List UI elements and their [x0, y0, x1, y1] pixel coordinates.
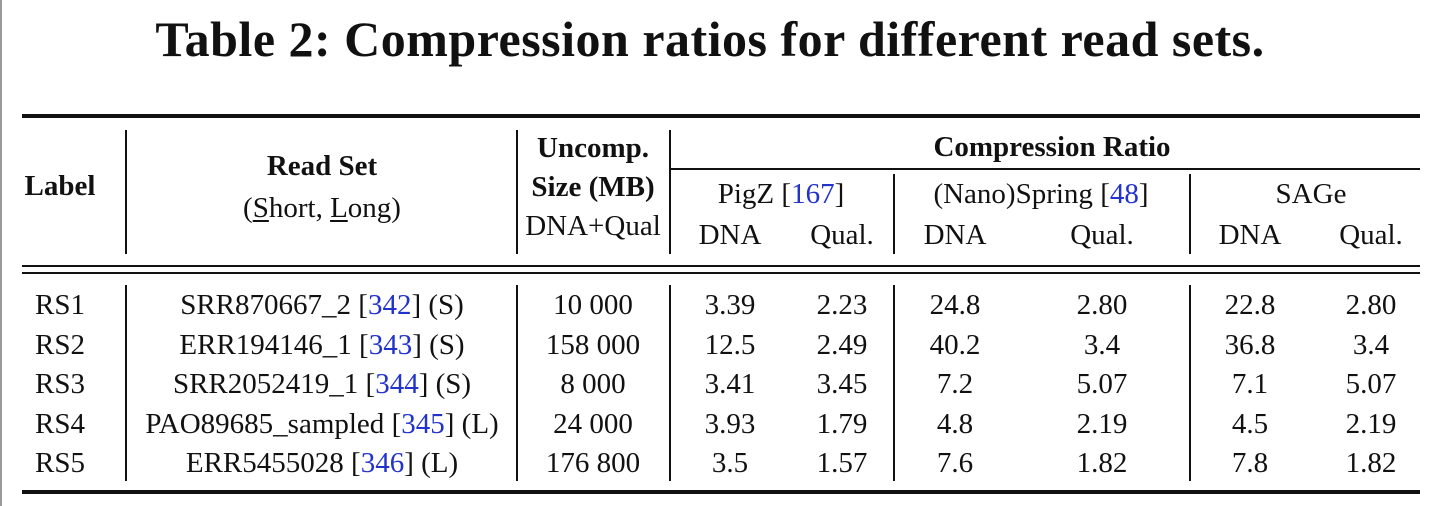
row-spring-dna: 24.8	[929, 289, 981, 321]
row-size: 158 000	[545, 329, 641, 361]
header-divider-label	[125, 130, 127, 254]
body-divider-readset	[516, 285, 518, 481]
row-label: RS3	[35, 368, 85, 400]
header-uncomp-line2: Size (MB)	[531, 171, 655, 203]
row-pigz-qual: 3.45	[816, 368, 868, 400]
row-spring-dna: 7.6	[936, 447, 974, 479]
row-size: 176 800	[545, 447, 641, 479]
header-tool-spring: (Nano)Spring [48]	[933, 178, 1149, 210]
row-spring-qual: 2.19	[1076, 408, 1128, 440]
row-pigz-dna: 3.5	[711, 447, 749, 479]
row-read-set: ERR5455028 [346] (L)	[185, 447, 459, 479]
row-sage-dna: 22.8	[1224, 289, 1276, 321]
row-pigz-qual: 1.57	[816, 447, 868, 479]
body-divider-spring	[1189, 285, 1191, 481]
row-read-set: PAO89685_sampled [345] (L)	[145, 408, 499, 440]
row-spring-qual: 5.07	[1076, 368, 1128, 400]
row-label: RS4	[35, 408, 85, 440]
row-spring-qual: 2.80	[1076, 289, 1128, 321]
row-spring-dna: 7.2	[936, 368, 974, 400]
bottom-rule	[22, 490, 1420, 494]
header-sage-qual: Qual.	[1339, 219, 1403, 251]
row-sage-qual: 3.4	[1352, 329, 1390, 361]
body-divider-label	[125, 285, 127, 481]
header-rule-1	[22, 265, 1420, 267]
row-sage-qual: 2.19	[1345, 408, 1397, 440]
header-spring-dna: DNA	[923, 219, 987, 251]
header-label: Label	[24, 170, 96, 202]
row-read-set: SRR870667_2 [342] (S)	[180, 289, 464, 321]
header-uncomp-line3: DNA+Qual	[525, 210, 661, 242]
header-divider-pigz	[893, 174, 895, 254]
row-size: 24 000	[553, 408, 633, 440]
compression-ratio-rule	[669, 168, 1420, 170]
row-pigz-dna: 3.39	[704, 289, 756, 321]
row-sage-dna: 4.5	[1231, 408, 1269, 440]
row-pigz-qual: 2.23	[816, 289, 868, 321]
header-tool-sage: SAGe	[1275, 178, 1347, 210]
header-read-set: Read Set	[266, 150, 378, 182]
header-rule-2	[22, 272, 1420, 274]
row-sage-qual: 1.82	[1345, 447, 1397, 479]
header-divider-readset	[516, 130, 518, 254]
row-sage-dna: 7.1	[1231, 368, 1269, 400]
row-pigz-dna: 3.93	[704, 408, 756, 440]
body-divider-uncomp	[669, 285, 671, 481]
row-label: RS2	[35, 329, 85, 361]
row-read-set: ERR194146_1 [343] (S)	[179, 329, 465, 361]
row-spring-dna: 4.8	[936, 408, 974, 440]
row-spring-dna: 40.2	[929, 329, 981, 361]
row-sage-qual: 5.07	[1345, 368, 1397, 400]
row-sage-dna: 7.8	[1231, 447, 1269, 479]
header-pigz-dna: DNA	[698, 219, 762, 251]
row-pigz-qual: 2.49	[816, 329, 868, 361]
header-sage-dna: DNA	[1218, 219, 1282, 251]
table-caption: Table 2: Compression ratios for differen…	[155, 11, 1265, 67]
top-rule	[22, 114, 1420, 118]
header-divider-spring	[1189, 174, 1191, 254]
row-label: RS1	[35, 289, 85, 321]
row-read-set: SRR2052419_1 [344] (S)	[172, 368, 472, 400]
header-compression-ratio: Compression Ratio	[933, 131, 1171, 163]
row-label: RS5	[35, 447, 85, 479]
header-tool-pigz: PigZ [167]	[717, 178, 845, 210]
row-size: 10 000	[553, 289, 633, 321]
row-pigz-dna: 3.41	[704, 368, 756, 400]
header-read-set-sub: (Short, Long)	[243, 192, 401, 224]
page-edge	[0, 0, 2, 506]
row-sage-qual: 2.80	[1345, 289, 1397, 321]
header-divider-uncomp	[669, 130, 671, 254]
row-sage-dna: 36.8	[1224, 329, 1276, 361]
row-spring-qual: 1.82	[1076, 447, 1128, 479]
header-spring-qual: Qual.	[1070, 219, 1134, 251]
row-spring-qual: 3.4	[1083, 329, 1121, 361]
body-divider-pigz	[893, 285, 895, 481]
header-uncomp-line1: Uncomp.	[537, 132, 649, 164]
header-pigz-qual: Qual.	[810, 219, 874, 251]
row-pigz-qual: 1.79	[816, 408, 868, 440]
row-size: 8 000	[560, 368, 626, 400]
row-pigz-dna: 12.5	[704, 329, 756, 361]
